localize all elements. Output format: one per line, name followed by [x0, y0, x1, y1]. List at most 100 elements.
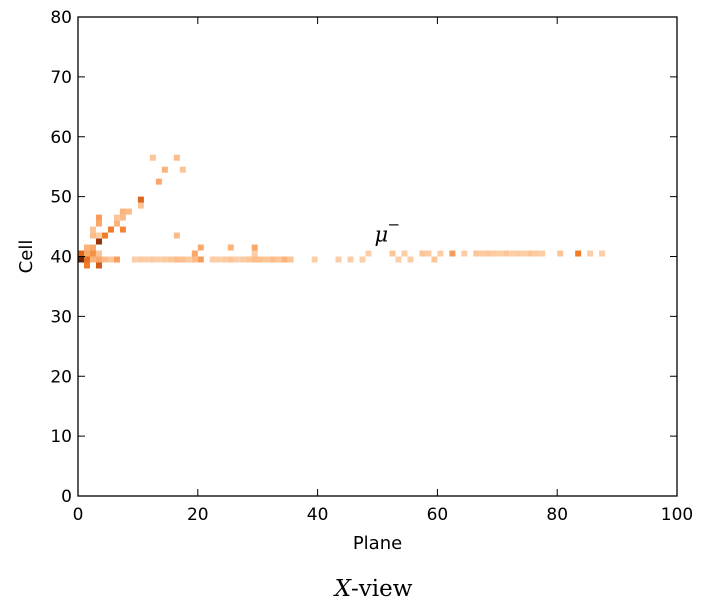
heatmap-cell — [78, 250, 84, 257]
heatmap-cell — [419, 250, 426, 257]
y-tick-label: 70 — [50, 68, 72, 88]
heatmap-cell — [359, 256, 366, 263]
y-tick-label: 60 — [50, 128, 72, 148]
muon-label: μ — [375, 223, 389, 247]
heatmap-cell — [587, 250, 594, 257]
heatmap-cell — [395, 256, 402, 263]
heatmap-cell — [149, 154, 156, 161]
y-tick-label: 0 — [61, 487, 72, 507]
caption-variable: X — [333, 576, 353, 602]
heatmap-cell — [251, 256, 258, 263]
heatmap-cell — [173, 154, 180, 161]
muon-label-superscript: − — [388, 216, 401, 234]
plot-frame — [77, 16, 678, 497]
heatmap-cells — [78, 154, 606, 269]
heatmap-cell — [95, 220, 102, 227]
heatmap-cell — [137, 196, 144, 203]
heatmap-cell — [437, 250, 444, 257]
heatmap-cell — [137, 256, 144, 263]
x-tick-label: 80 — [546, 505, 568, 525]
heatmap-cell — [89, 226, 96, 233]
heatmap-cell — [365, 250, 372, 257]
heatmap-cell — [497, 250, 504, 257]
heatmap-cell — [173, 256, 180, 263]
x-axis-label: Plane — [353, 533, 402, 554]
heatmap-cell — [473, 250, 480, 257]
heatmap-cell — [599, 250, 606, 257]
heatmap-cell — [101, 256, 108, 263]
heatmap-cell — [155, 256, 162, 263]
heatmap-cell — [209, 256, 216, 263]
caption-text: -view — [351, 576, 413, 602]
heatmap-cell — [407, 256, 414, 263]
heatmap-cell — [281, 256, 288, 263]
y-axis-label: Cell — [16, 240, 37, 274]
heatmap-cell — [515, 250, 522, 257]
heatmap-cell — [95, 238, 102, 245]
heatmap-cell — [95, 256, 102, 263]
heatmap-cell — [83, 256, 90, 263]
x-tick-label: 20 — [187, 505, 209, 525]
heatmap-cell — [227, 244, 234, 251]
heatmap-cell — [287, 256, 294, 263]
heatmap-cell — [257, 256, 264, 263]
heatmap-cell — [113, 220, 120, 227]
heatmap-cell — [509, 250, 516, 257]
heatmap-cell — [275, 256, 282, 263]
heatmap-cell — [149, 256, 156, 263]
heatmap-cell — [78, 256, 84, 263]
heatmap-cell — [89, 244, 96, 251]
heatmap-cell — [119, 214, 126, 221]
heatmap-cell — [83, 250, 90, 257]
heatmap-cell — [449, 250, 456, 257]
heatmap-cell — [425, 250, 432, 257]
heatmap-cell — [107, 226, 114, 233]
heatmap-cell — [389, 250, 396, 257]
y-tick-label: 80 — [50, 8, 72, 28]
heatmap-cell — [197, 244, 204, 251]
x-tick-label: 60 — [427, 505, 449, 525]
heatmap-cell — [191, 250, 198, 257]
heatmap-cell — [113, 214, 120, 221]
heatmap-cell — [533, 250, 540, 257]
heatmap-cell — [485, 250, 492, 257]
heatmap-cell — [155, 178, 162, 185]
heatmap-cell — [251, 250, 258, 257]
heatmap-cell — [431, 256, 438, 263]
heatmap-cell — [221, 256, 228, 263]
heatmap-cell — [521, 250, 528, 257]
heatmap-cell — [179, 166, 186, 173]
heatmap-cell — [461, 250, 468, 257]
heatmap-cell — [161, 256, 168, 263]
y-tick-label: 40 — [50, 248, 72, 268]
x-tick-label: 100 — [661, 505, 693, 525]
heatmap-cell — [161, 166, 168, 173]
heatmap-cell — [179, 256, 186, 263]
heatmap-cell — [527, 250, 534, 257]
heatmap-cell — [269, 256, 276, 263]
heatmap-cell — [575, 250, 582, 257]
x-tick-labels: 0 20 40 60 80 100 — [73, 505, 694, 525]
heatmap-cell — [119, 226, 126, 233]
heatmap-cell — [503, 250, 510, 257]
y-tick-label: 20 — [50, 367, 72, 387]
heatmap-cell — [335, 256, 342, 263]
heatmap-cell — [311, 256, 318, 263]
heatmap-cell — [185, 256, 192, 263]
heatmap-cell — [347, 256, 354, 263]
heatmap-cell — [83, 244, 90, 251]
heatmap-cell — [197, 256, 204, 263]
heatmap-cell — [95, 250, 102, 257]
heatmap-cell — [113, 256, 120, 263]
heatmap-cell — [227, 256, 234, 263]
heatmap-cell — [125, 208, 132, 215]
heatmap-cell — [173, 232, 180, 239]
heatmap-cell — [215, 256, 222, 263]
y-tick-labels: 0 10 20 30 40 50 60 70 80 — [50, 8, 72, 507]
heatmap-cell — [131, 256, 138, 263]
heatmap-cell — [119, 208, 126, 215]
heatmap-cell — [233, 256, 240, 263]
y-tick-label: 10 — [50, 427, 72, 447]
y-tick-label: 50 — [50, 188, 72, 208]
